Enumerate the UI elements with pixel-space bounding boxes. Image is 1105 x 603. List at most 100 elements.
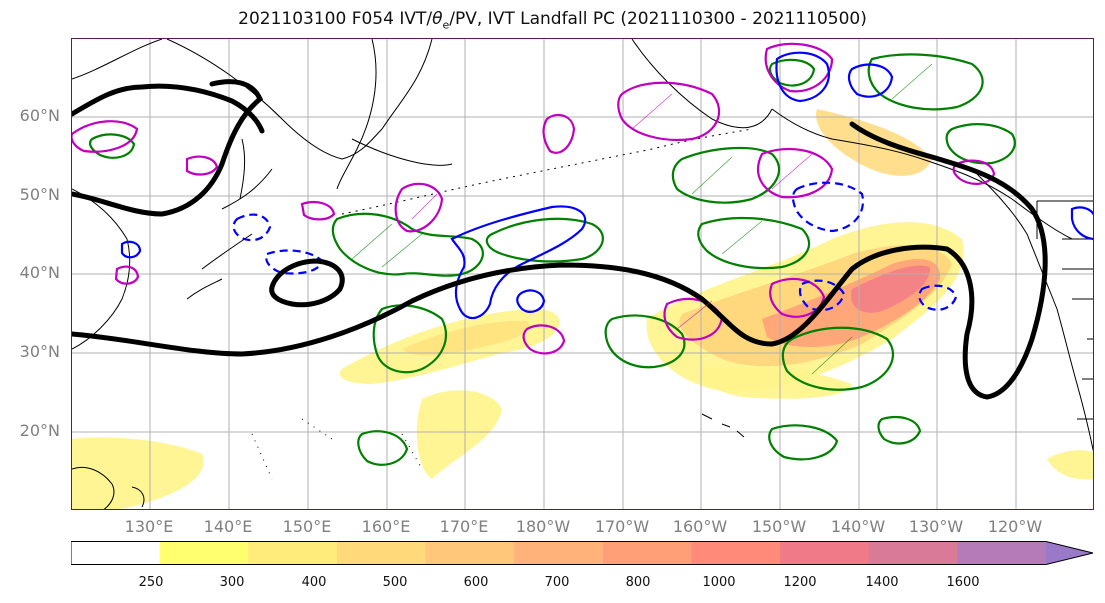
pv-neg-east [791, 181, 865, 233]
theta-e-contours [89, 53, 1016, 466]
coast-pacific-islands [251, 418, 423, 480]
colorbar-segment [71, 541, 161, 565]
pv-kamchatka [185, 155, 219, 176]
pv-neg-north [775, 51, 830, 103]
pv-neg-central-2 [516, 289, 546, 313]
theta-e-south-pacific-3 [877, 415, 922, 445]
colorbar-tick-1600: 1600 [946, 575, 980, 590]
colorbar-tick-400: 400 [301, 575, 327, 590]
coast-hawaii [701, 413, 745, 438]
colorbar-tick-500: 500 [382, 575, 408, 590]
colorbar-tick-800: 800 [625, 575, 651, 590]
colorbar-tick-1200: 1200 [783, 575, 817, 590]
colorbar-tick-300: 300 [219, 575, 245, 590]
colorbar-segment [1046, 541, 1093, 565]
theta-e-central [372, 304, 447, 374]
pv-siberia [72, 120, 139, 153]
coast-japan [186, 168, 273, 300]
theta-e-gulf-alaska-center [697, 216, 811, 270]
pv-neg-far-east [1070, 206, 1093, 240]
pv-alaska [617, 81, 721, 141]
theta-e-south-pacific-2 [768, 424, 839, 461]
coast-korea-china [72, 188, 131, 350]
lat-label-60n: 60°N [19, 106, 60, 125]
contour-hatching [351, 63, 933, 375]
theta-e-canada [945, 123, 1016, 165]
lon-label-170e: 170°E [439, 517, 489, 536]
lon-label-180w: 180°W [515, 517, 571, 536]
pc-contour-northwest [72, 79, 264, 217]
ivt-plume-mid-strip [701, 367, 852, 399]
coastlines [72, 39, 1093, 509]
colorbar-tick-700: 700 [544, 575, 570, 590]
lon-label-140w: 140°W [830, 517, 886, 536]
pv-gulf-alaska [756, 147, 834, 199]
coast-asia-northeast [72, 39, 433, 160]
theta-e-central-east [485, 217, 604, 263]
colorbar-segments [71, 541, 1093, 565]
theta-e-east-center [604, 314, 686, 369]
pv-mid-east [663, 297, 724, 341]
lat-label-50n: 50°N [19, 185, 60, 204]
colorbar [70, 541, 1095, 565]
pv-hatching [411, 93, 813, 330]
pv-neg-asia [120, 240, 142, 259]
title-theta-subscript: e [442, 18, 450, 32]
coast-north-america-west [971, 168, 1093, 452]
border-us-states [1077, 338, 1093, 420]
title-prefix: 2021103100 F054 IVT/ [238, 9, 433, 29]
colorbar-segment [514, 541, 604, 565]
pv-neg-west [232, 213, 272, 242]
map-canvas [72, 39, 1093, 509]
pc-loop-west [269, 258, 345, 308]
lon-label-160w: 160°W [672, 517, 728, 536]
ivt-plume-main-peak [851, 265, 931, 313]
ivt-plume-south [416, 390, 502, 479]
lon-label-140e: 140°E [203, 517, 253, 536]
lon-label-150w: 150°W [751, 517, 807, 536]
colorbar-tick-600: 600 [463, 575, 489, 590]
coast-kamchatka [336, 39, 453, 190]
coast-aleutians [341, 128, 753, 215]
colorbar-segment [602, 541, 692, 565]
colorbar-segment [868, 541, 958, 565]
pc-contour-north [72, 83, 265, 134]
colorbar-segment [336, 541, 427, 565]
pv-canada [952, 159, 996, 185]
pv-neg-canada [918, 284, 958, 311]
lon-label-130w: 130°W [908, 517, 964, 536]
theta-e-east-south [781, 326, 894, 391]
theta-e-north-east [867, 53, 984, 111]
colorbar-tick-1000: 1000 [702, 575, 736, 590]
map-panel [71, 38, 1094, 510]
lon-label-120w: 120°W [987, 517, 1043, 536]
ivt-plume-central-inner [402, 320, 530, 356]
pv-japan [300, 200, 336, 221]
pv-neg-east-south [798, 279, 846, 312]
colorbar-segment [780, 541, 870, 565]
pv-east [769, 277, 826, 318]
colorbar-segment [159, 541, 249, 565]
lat-label-20n: 20°N [19, 421, 60, 440]
colorbar-svg [70, 541, 1094, 565]
theta-e-north-central [769, 58, 816, 87]
pv-bering [542, 113, 576, 154]
map-title: 2021103100 F054 IVT/θe/PV, IVT Landfall … [0, 9, 1105, 31]
theta-e-west-pacific [331, 212, 484, 277]
theta-e-gulf-alaska-north [671, 146, 781, 204]
ivt-landfall-pc-contours [72, 79, 1048, 400]
colorbar-outline [70, 541, 1094, 565]
colorbar-segment [425, 541, 515, 565]
colorbar-tick-1400: 1400 [865, 575, 899, 590]
pv-alaska-north [764, 42, 834, 93]
pv-asia [114, 265, 140, 285]
ivt-plume-sw [72, 437, 204, 509]
coast-alaska [631, 39, 1073, 240]
theta-e-siberia [89, 133, 136, 159]
pv-neg-north-2 [847, 63, 894, 98]
pv-positive-contours [72, 42, 996, 355]
theta-e-south-pacific-1 [357, 430, 409, 466]
pv-aleutian-east [522, 324, 566, 355]
ivt-plume-se [1047, 450, 1093, 480]
lat-label-30n: 30°N [19, 342, 60, 361]
